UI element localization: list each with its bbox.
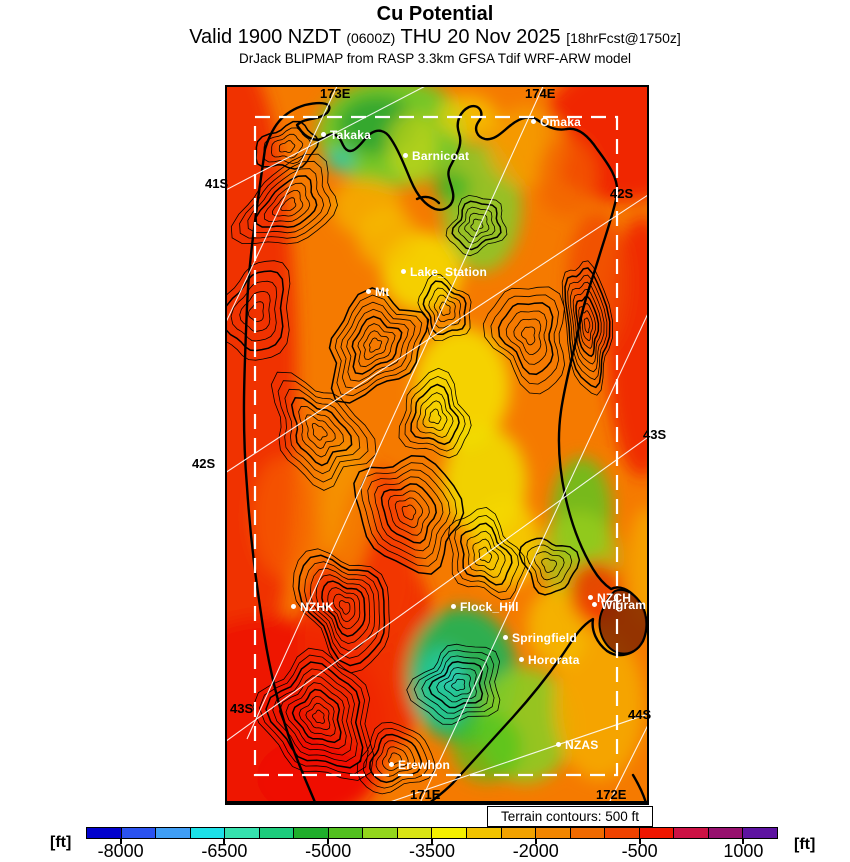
colorbar-segment xyxy=(190,828,226,838)
terrain-contours-note: Terrain contours: 500 ft xyxy=(487,806,653,827)
colorbar-tick-label: -2000 xyxy=(512,841,559,861)
colorbar-segment xyxy=(363,828,398,838)
colorbar-tick-mark xyxy=(534,839,537,844)
colorbar-tick-label: -5000 xyxy=(305,841,352,861)
domain-boundary-box xyxy=(253,115,619,777)
valid-time-line: Valid 1900 NZDT (0600Z) THU 20 Nov 2025 … xyxy=(0,26,850,50)
colorbar-segment xyxy=(570,828,606,838)
colorbar-unit-left: [ft] xyxy=(50,834,72,851)
page-title: Cu Potential xyxy=(376,3,494,25)
colorbar-segment xyxy=(294,828,329,838)
colorbar-segment xyxy=(674,828,709,838)
header: Cu Potential Valid 1900 NZDT (0600Z) THU… xyxy=(0,2,850,67)
colorbar-segment xyxy=(397,828,433,838)
colorbar-tick-mark xyxy=(431,839,433,844)
colorbar-segment xyxy=(328,828,364,838)
graticule-lines xyxy=(227,87,647,801)
colorbar xyxy=(86,827,778,839)
colorbar-tick-mark xyxy=(638,839,641,844)
colorbar-segment xyxy=(743,828,777,838)
map-canvas xyxy=(227,87,647,801)
colorbar-segment xyxy=(225,828,260,838)
colorbar-tick-mark xyxy=(223,839,226,844)
colorbar-segment xyxy=(121,828,157,838)
colorbar-segment xyxy=(87,828,122,838)
valid-prefix: Valid 1900 NZDT xyxy=(189,26,341,48)
colorbar-segment xyxy=(259,828,295,838)
colorbar-segment xyxy=(432,828,468,838)
colorbar-tick-mark xyxy=(327,839,330,844)
colorbar-tick-label: -500 xyxy=(621,841,658,861)
colorbar-segment xyxy=(605,828,640,838)
valid-date: THU 20 Nov 2025 xyxy=(400,26,561,48)
forecast-map: Takaka Barnicoat Omaka Lake_Station Mt NZHK Fl… xyxy=(225,85,649,805)
graticule-label-42s: 42S xyxy=(192,456,216,471)
colorbar-segment xyxy=(156,828,191,838)
valid-utc: (0600Z) xyxy=(346,30,396,46)
valid-forecast: [18hrFcst@1750z] xyxy=(566,30,681,46)
banks-peninsula xyxy=(598,589,647,655)
colorbar-tick-mark xyxy=(742,839,745,844)
colorbar-segment xyxy=(708,828,744,838)
colorbar-segment xyxy=(639,828,675,838)
colorbar-unit-right: [ft] xyxy=(794,836,816,853)
colorbar-tick-label: 1000 xyxy=(723,841,764,861)
colorbar-tick-label: -3500 xyxy=(408,841,456,861)
colorbar-segment xyxy=(501,828,537,838)
model-info-line: DrJack BLIPMAP from RASP 3.3km GFSA Tdif… xyxy=(238,51,632,66)
colorbar-tick-mark xyxy=(119,839,122,844)
coastline xyxy=(242,101,647,801)
colorbar-segment xyxy=(467,828,502,838)
colorbar-tick-label: -8000 xyxy=(97,841,144,861)
colorbar-segment xyxy=(536,828,571,838)
colorbar-tick-label: -6500 xyxy=(201,841,248,861)
